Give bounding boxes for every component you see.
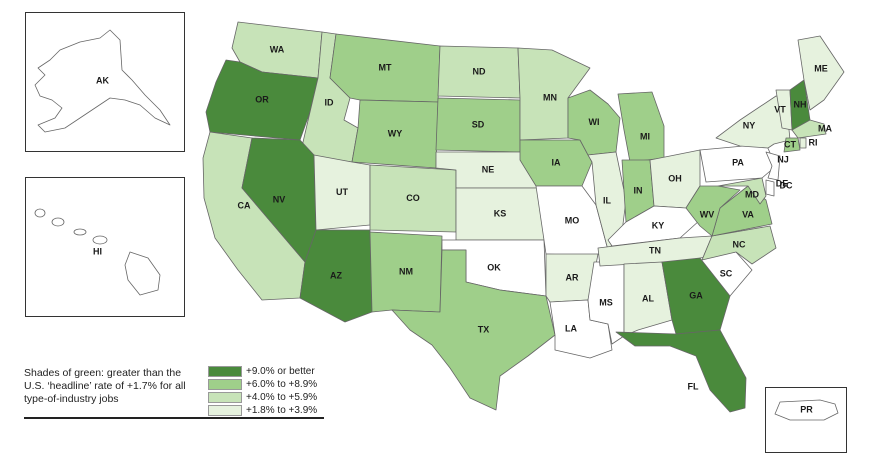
state-label-WY: WY xyxy=(388,128,403,138)
legend-label: +6.0% to +8.9% xyxy=(246,378,318,390)
state-WV xyxy=(685,185,741,237)
state-label-FL: FL xyxy=(688,381,699,391)
state-label-UT: UT xyxy=(336,187,348,197)
legend-item: +9.0% or better xyxy=(208,365,315,377)
state-label-ME: ME xyxy=(814,63,828,73)
state-AK xyxy=(34,29,171,133)
state-label-OR: OR xyxy=(255,94,269,104)
state-label-MN: MN xyxy=(543,92,557,102)
state-label-PA: PA xyxy=(732,157,744,167)
state-OR xyxy=(205,59,319,141)
legend-divider xyxy=(24,417,324,419)
state-label-VT: VT xyxy=(774,104,786,114)
state-label-ND: ND xyxy=(473,66,486,76)
state-label-OH: OH xyxy=(668,173,682,183)
state-label-RI: RI xyxy=(809,137,818,147)
legend-label: +1.8% to +3.9% xyxy=(246,404,318,416)
state-label-AL: AL xyxy=(642,293,654,303)
state-label-TN: TN xyxy=(649,245,661,255)
state-AL xyxy=(623,261,673,337)
state-label-WA: WA xyxy=(270,44,285,54)
state-label-NH: NH xyxy=(794,99,807,109)
state-label-LA: LA xyxy=(565,323,577,333)
state-WY xyxy=(351,99,439,169)
state-label-NV: NV xyxy=(273,194,286,204)
state-label-MT: MT xyxy=(379,62,392,72)
state-TX xyxy=(391,249,556,411)
legend-item: +1.8% to +3.9% xyxy=(208,404,317,416)
state-label-NJ: NJ xyxy=(777,154,789,164)
state-label-VA: VA xyxy=(742,209,754,219)
state-label-AK: AK xyxy=(96,75,109,85)
state-PR xyxy=(774,399,839,421)
state-label-MS: MS xyxy=(599,297,613,307)
state-label-MI: MI xyxy=(640,131,650,141)
state-label-IL: IL xyxy=(603,195,612,205)
state-label-KS: KS xyxy=(494,208,507,218)
legend-swatch xyxy=(208,365,242,377)
state-label-DC: DC xyxy=(780,180,793,190)
state-label-GA: GA xyxy=(689,290,703,300)
state-label-NY: NY xyxy=(743,120,756,130)
state-label-IA: IA xyxy=(552,157,562,167)
state-MA xyxy=(791,119,827,139)
state-label-IN: IN xyxy=(634,185,643,195)
legend-label: +9.0% or better xyxy=(246,365,315,377)
state-DE xyxy=(765,179,775,197)
state-label-SD: SD xyxy=(472,119,485,129)
state-label-CA: CA xyxy=(238,200,251,210)
state-label-WV: WV xyxy=(700,209,715,219)
state-label-MO: MO xyxy=(565,215,580,225)
state-label-DE: DE xyxy=(776,178,789,188)
state-label-ID: ID xyxy=(325,97,335,107)
legend-description: Shades of green: greater than the U.S. ‘… xyxy=(24,367,186,405)
legend-swatch xyxy=(208,404,242,416)
state-MD xyxy=(717,177,767,205)
state-FL xyxy=(615,329,747,413)
state-label-OK: OK xyxy=(487,262,501,272)
hawaii-inset xyxy=(25,177,185,317)
state-label-CT: CT xyxy=(784,139,796,149)
state-label-NE: NE xyxy=(482,164,495,174)
state-RI xyxy=(799,137,807,149)
state-label-SC: SC xyxy=(720,268,733,278)
state-NJ xyxy=(765,151,781,181)
legend-swatch xyxy=(208,391,242,403)
state-label-MD: MD xyxy=(745,189,759,199)
legend-label: +4.0% to +5.9% xyxy=(246,391,318,403)
legend-swatch xyxy=(208,378,242,390)
legend-item: +6.0% to +8.9% xyxy=(208,378,317,390)
state-MI xyxy=(617,91,665,163)
state-label-KY: KY xyxy=(652,220,665,230)
state-label-AZ: AZ xyxy=(330,270,342,280)
state-label-WI: WI xyxy=(589,117,600,127)
state-label-NC: NC xyxy=(733,239,746,249)
state-label-PR: PR xyxy=(800,404,813,414)
state-label-CO: CO xyxy=(406,193,420,203)
state-label-AR: AR xyxy=(566,272,579,282)
state-label-TX: TX xyxy=(478,324,490,334)
state-label-NM: NM xyxy=(399,266,413,276)
legend-item: +4.0% to +5.9% xyxy=(208,391,317,403)
state-label-HI: HI xyxy=(93,246,102,256)
state-label-MA: MA xyxy=(818,123,832,133)
state-HI xyxy=(34,208,161,296)
state-ME xyxy=(797,35,845,111)
state-CT xyxy=(783,137,801,153)
